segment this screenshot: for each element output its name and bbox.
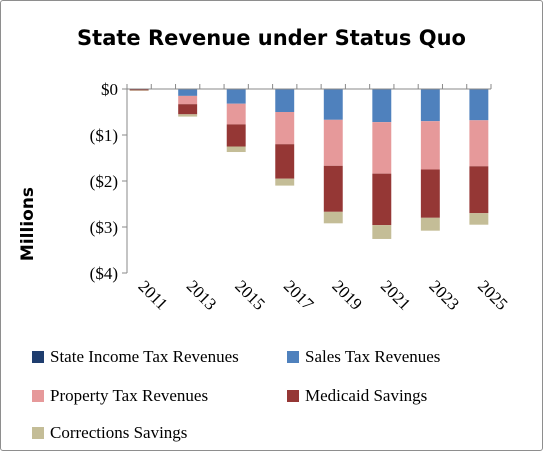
legend-label: Corrections Savings — [50, 423, 188, 442]
legend-item: State Income Tax Revenues — [32, 344, 239, 370]
x-tick-label: 2023 — [425, 276, 462, 313]
bar-property-tax-revenues-2021 — [372, 122, 392, 174]
y-tick-label: ($3) — [90, 218, 118, 237]
x-tick-label: 2025 — [474, 276, 511, 313]
y-tick-label: ($1) — [90, 126, 118, 145]
bar-corrections-savings-2019 — [323, 211, 343, 224]
bar-property-tax-revenues-2025 — [469, 120, 489, 167]
y-tick-label: $0 — [101, 80, 118, 99]
y-tick-label: ($4) — [90, 264, 118, 283]
bar-property-tax-revenues-2017 — [275, 112, 295, 145]
bar-corrections-savings-2015 — [226, 146, 246, 153]
bar-medicaid-savings-2013 — [178, 104, 198, 115]
bar-medicaid-savings-2017 — [275, 144, 295, 179]
legend-swatch — [287, 351, 299, 363]
x-tick-label: 2021 — [377, 276, 414, 313]
bar-corrections-savings-2025 — [469, 213, 489, 225]
bar-sales-tax-revenues-2017 — [275, 89, 295, 112]
bar-medicaid-savings-2015 — [226, 124, 246, 147]
legend-swatch — [32, 427, 44, 439]
bar-property-tax-revenues-2015 — [226, 103, 246, 125]
x-tick-label: 2017 — [280, 276, 318, 314]
x-tick-label: 2015 — [231, 276, 268, 313]
legend-swatch — [32, 390, 44, 402]
x-tick-label: 2019 — [328, 276, 365, 313]
legend-item: Property Tax Revenues — [32, 383, 208, 409]
bar-sales-tax-revenues-2013 — [178, 89, 198, 96]
x-tick-label: 2011 — [135, 277, 172, 314]
axes-group — [122, 84, 492, 274]
bar-sales-tax-revenues-2015 — [226, 89, 246, 104]
y-tick-label: ($2) — [90, 172, 118, 191]
bar-corrections-savings-2017 — [275, 178, 295, 186]
bar-medicaid-savings-2021 — [372, 173, 392, 226]
bar-medicaid-savings-2025 — [469, 166, 489, 214]
bar-corrections-savings-2021 — [372, 225, 392, 239]
legend-item: Sales Tax Revenues — [287, 344, 440, 370]
bar-sales-tax-revenues-2025 — [469, 89, 489, 121]
bar-medicaid-savings-2019 — [323, 165, 343, 212]
bar-medicaid-savings-2011 — [129, 89, 149, 91]
legend-label: Property Tax Revenues — [50, 386, 209, 405]
bar-sales-tax-revenues-2021 — [372, 89, 392, 123]
bar-property-tax-revenues-2023 — [420, 121, 440, 170]
legend-swatch — [287, 390, 299, 402]
legend-item: Medicaid Savings — [287, 383, 427, 409]
legend-item: Corrections Savings — [32, 420, 187, 446]
legend-label: State Income Tax Revenues — [50, 347, 239, 366]
chart-title: State Revenue under Status Quo — [77, 26, 466, 50]
tick-labels-group: $0 ($1) ($2) ($3) ($4) 2011 2013 2015 2017 2019 20… — [90, 80, 512, 314]
bar-property-tax-revenues-2019 — [323, 119, 343, 166]
legend-label: Medicaid Savings — [305, 386, 428, 405]
x-tick-label: 2013 — [183, 276, 220, 313]
bars-group — [129, 89, 489, 239]
bar-medicaid-savings-2023 — [420, 169, 440, 218]
bar-sales-tax-revenues-2023 — [420, 89, 440, 122]
bar-corrections-savings-2013 — [178, 114, 198, 117]
legend-label: Sales Tax Revenues — [305, 347, 441, 366]
bar-sales-tax-revenues-2019 — [323, 89, 343, 120]
bar-property-tax-revenues-2013 — [178, 95, 198, 105]
legend-swatch — [32, 351, 44, 363]
bar-corrections-savings-2023 — [420, 217, 440, 231]
